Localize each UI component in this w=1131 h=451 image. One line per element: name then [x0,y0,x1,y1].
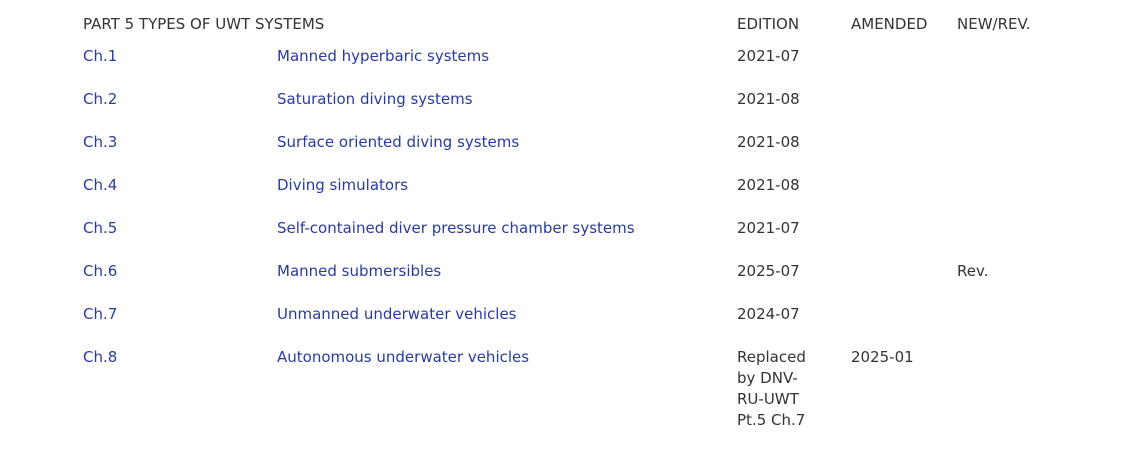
table-row: Ch.2 Saturation diving systems 2021-08 [83,89,1123,132]
chapters-table: PART 5 TYPES OF UWT SYSTEMS EDITION AMEN… [83,14,1123,431]
amended-cell [851,132,957,175]
chapter-number-cell: Ch.7 [83,304,277,347]
chapter-number-link[interactable]: Ch.7 [83,305,118,323]
chapter-number-cell: Ch.8 [83,347,277,431]
chapter-number-link[interactable]: Ch.4 [83,176,118,194]
chapter-title-cell: Manned hyperbaric systems [277,46,737,89]
new-rev-cell [957,89,1123,132]
new-rev-cell [957,46,1123,89]
amended-cell [851,89,957,132]
chapter-number-cell: Ch.4 [83,175,277,218]
edition-cell: 2021-08 [737,175,851,218]
chapter-number-link[interactable]: Ch.3 [83,133,118,151]
table-row: Ch.6 Manned submersibles 2025-07 Rev. [83,261,1123,304]
amended-cell [851,218,957,261]
chapter-title-cell: Manned submersibles [277,261,737,304]
table-row: Ch.1 Manned hyperbaric systems 2021-07 [83,46,1123,89]
chapter-number-cell: Ch.3 [83,132,277,175]
amended-cell [851,175,957,218]
edition-cell: 2021-08 [737,132,851,175]
amended-cell: 2025-01 [851,347,957,431]
chapter-number-cell: Ch.5 [83,218,277,261]
chapter-title-cell: Surface oriented diving systems [277,132,737,175]
amended-cell [851,46,957,89]
chapters-body: PART 5 TYPES OF UWT SYSTEMS EDITION AMEN… [83,14,1123,431]
edition-cell: 2021-08 [737,89,851,132]
chapter-title-cell: Saturation diving systems [277,89,737,132]
chapter-title-cell: Self-contained diver pressure chamber sy… [277,218,737,261]
chapter-title-cell: Diving simulators [277,175,737,218]
chapter-title-link[interactable]: Surface oriented diving systems [277,133,520,151]
edition-value: 2021-08 [737,176,800,194]
amended-cell [851,304,957,347]
chapter-title-link[interactable]: Saturation diving systems [277,90,473,108]
new-rev-cell [957,304,1123,347]
chapter-number-cell: Ch.6 [83,261,277,304]
chapter-title-link[interactable]: Autonomous underwater vehicles [277,348,530,366]
chapter-title-link[interactable]: Unmanned underwater vehicles [277,305,517,323]
edition-value: 2021-07 [737,219,800,237]
edition-cell: 2025-07 [737,261,851,304]
table-row: Ch.7 Unmanned underwater vehicles 2024-0… [83,304,1123,347]
edition-cell: Replaced by DNV-RU-UWT Pt.5 Ch.7 [737,347,851,431]
chapter-title-cell: Autonomous underwater vehicles [277,347,737,431]
edition-value: 2021-07 [737,47,800,65]
table-row: Ch.3 Surface oriented diving systems 202… [83,132,1123,175]
edition-cell: 2024-07 [737,304,851,347]
edition-cell: 2021-07 [737,46,851,89]
edition-cell: 2021-07 [737,218,851,261]
table-row: Ch.8 Autonomous underwater vehicles Repl… [83,347,1123,431]
chapter-title-link[interactable]: Manned submersibles [277,262,442,280]
edition-value: 2025-07 [737,262,800,280]
chapter-title-link[interactable]: Manned hyperbaric systems [277,47,490,65]
edition-value: 2021-08 [737,90,800,108]
table-row: Ch.5 Self-contained diver pressure chamb… [83,218,1123,261]
chapter-number-link[interactable]: Ch.2 [83,90,118,108]
edition-value: 2021-08 [737,133,800,151]
table-row: Ch.4 Diving simulators 2021-08 [83,175,1123,218]
column-header-edition: EDITION [737,15,800,33]
column-header-new-rev: NEW/REV. [957,15,1031,33]
chapter-title-cell: Unmanned underwater vehicles [277,304,737,347]
new-rev-cell [957,347,1123,431]
chapter-title-link[interactable]: Diving simulators [277,176,409,194]
chapter-number-link[interactable]: Ch.5 [83,219,118,237]
new-rev-cell [957,132,1123,175]
chapter-title-link[interactable]: Self-contained diver pressure chamber sy… [277,219,635,237]
chapter-number-link[interactable]: Ch.1 [83,47,118,65]
edition-value: 2024-07 [737,305,800,323]
page-title: PART 5 TYPES OF UWT SYSTEMS [83,15,325,33]
chapter-number-link[interactable]: Ch.6 [83,262,118,280]
new-rev-cell: Rev. [957,261,1123,304]
edition-value: Replaced by DNV-RU-UWT Pt.5 Ch.7 [737,348,806,429]
table-header-row: PART 5 TYPES OF UWT SYSTEMS EDITION AMEN… [83,14,1123,46]
chapter-number-cell: Ch.2 [83,89,277,132]
column-header-amended: AMENDED [851,15,928,33]
new-rev-cell [957,218,1123,261]
new-rev-cell [957,175,1123,218]
new-rev-value: Rev. [957,262,989,280]
amended-cell [851,261,957,304]
amended-value: 2025-01 [851,348,914,366]
chapter-number-link[interactable]: Ch.8 [83,348,118,366]
chapter-number-cell: Ch.1 [83,46,277,89]
